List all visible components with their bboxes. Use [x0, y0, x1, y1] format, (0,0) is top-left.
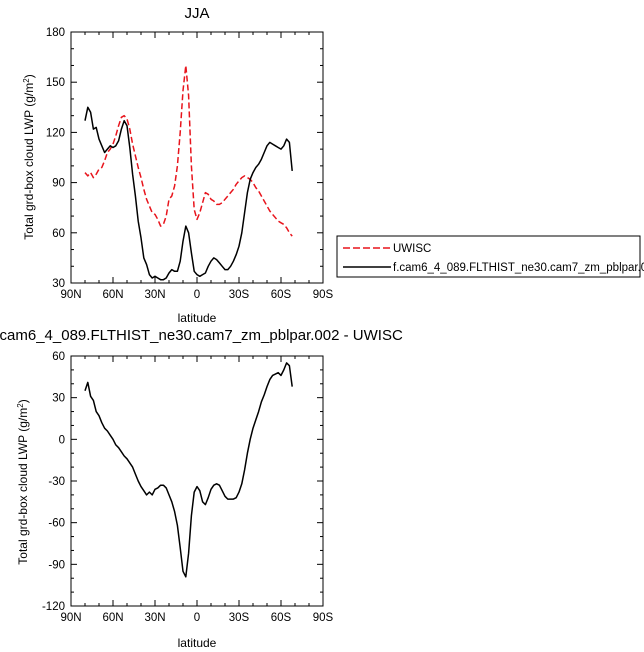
top-chart-xtick-label: 0: [194, 289, 200, 301]
top-chart-ylabel: Total grd-box cloud LWP (g/m2): [22, 74, 36, 239]
bottom-chart-frame: [70, 355, 324, 607]
bottom-chart-ytick-label: -120: [42, 601, 65, 613]
legend-label-model: f.cam6_4_089.FLTHIST_ne30.cam7_zm_pblpar…: [393, 262, 644, 274]
top-chart-xlabel: latitude: [178, 311, 217, 325]
bottom-chart-xtick-label: 0: [194, 612, 200, 624]
top-chart-xtick-label: 60S: [271, 289, 292, 301]
bottom-chart-ytick-label: -30: [48, 476, 65, 488]
top-chart-ytick-label: 60: [52, 228, 65, 240]
legend-label-uwisc: UWISC: [393, 243, 431, 255]
bottom-chart-xtick-label: 60N: [102, 612, 123, 624]
legend-box: [336, 235, 641, 278]
top-chart-frame: [70, 31, 324, 284]
top-chart-xtick-label: 60N: [102, 289, 123, 301]
top-chart-ytick-label: 30: [52, 278, 65, 290]
bottom-chart-xtick-label: 90S: [313, 612, 334, 624]
legend: UWISC f.cam6_4_089.FLTHIST_ne30.cam7_zm_…: [336, 235, 644, 278]
bottom-chart-xtick-label: 60S: [271, 612, 292, 624]
top-chart-ytick-label: 90: [52, 178, 65, 190]
bottom-chart-xlabel: latitude: [178, 636, 217, 650]
top-chart-title: JJA: [184, 5, 209, 22]
bottom-chart-xtick-label: 90N: [60, 612, 81, 624]
top-chart-xtick-label: 90N: [60, 289, 81, 301]
top-chart-series-f-cam6-4-089-flthist-ne3: [84, 106, 293, 281]
bottom-chart-title: f.cam6_4_089.FLTHIST_ne30.cam7_zm_pblpar…: [0, 327, 403, 344]
bottom-chart-xtick-label: 30N: [144, 612, 165, 624]
bottom-chart-panel: f.cam6_4_089.FLTHIST_ne30.cam7_zm_pblpar…: [0, 327, 403, 650]
bottom-chart-ytick-label: -60: [48, 518, 65, 530]
bottom-chart-ylabel: Total grd-box cloud LWP (g/m2): [16, 399, 30, 564]
bottom-chart-ytick-label: 0: [59, 434, 65, 446]
top-chart-xtick-label: 30S: [229, 289, 250, 301]
bottom-chart-series-difference: [84, 362, 293, 578]
top-chart-panel: JJA 90N 60N 30N 0 30S 60S 90S 30 60 90 120 150 180 l…: [22, 5, 334, 325]
top-chart-xtick-label: 30N: [144, 289, 165, 301]
top-chart-xtick-label: 90S: [313, 289, 334, 301]
top-chart-ytick-label: 180: [46, 27, 65, 39]
top-chart-plot-area: 90N 60N 30N 0 30S 60S 90S 30 60 90 120 150 180: [46, 27, 334, 301]
bottom-chart-plot-area: 90N 60N 30N 0 30S 60S 90S -120 -90 -60 -30 0 30 60: [42, 351, 334, 624]
top-chart-ytick-label: 150: [46, 77, 65, 89]
bottom-chart-xtick-label: 30S: [229, 612, 250, 624]
bottom-chart-ytick-label: 30: [52, 393, 65, 405]
top-chart-ytick-label: 120: [46, 127, 65, 139]
top-chart-series-uwisc: [84, 64, 293, 237]
bottom-chart-ytick-label: -90: [48, 559, 65, 571]
bottom-chart-ytick-label: 60: [52, 351, 65, 363]
